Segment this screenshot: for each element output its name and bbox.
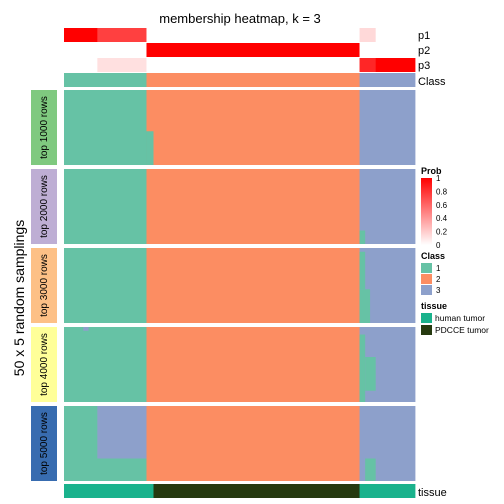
prob-cell-p1	[64, 28, 98, 42]
panel-label-block	[31, 90, 57, 165]
panel-cell	[64, 248, 147, 323]
class-row: Class	[64, 73, 446, 88]
panel-cell	[64, 169, 147, 244]
legend-tissue-swatch	[421, 325, 432, 335]
tissue-cell	[359, 484, 416, 498]
panel-label: top 4000 rows	[39, 333, 50, 396]
class-cell	[146, 73, 360, 87]
panel-label: top 1000 rows	[39, 96, 50, 159]
legend-tissue-label: PDCCE tumor	[435, 325, 489, 335]
prob-cell-p1	[375, 28, 416, 42]
prob-cell-p3	[146, 58, 360, 72]
legend-prob-tick: 0.6	[436, 201, 448, 210]
class-cell	[359, 73, 416, 87]
row-label-p3: p3	[418, 60, 430, 72]
prob-cell-p3	[359, 58, 377, 72]
panel-patch	[83, 327, 89, 331]
row-label-class: Class	[418, 76, 446, 88]
row-label-p2: p2	[418, 45, 430, 57]
class-cell	[64, 73, 147, 87]
panel-separator	[64, 244, 415, 248]
panel-patch	[365, 458, 376, 481]
panel-cell	[146, 406, 360, 481]
panel-patch	[146, 131, 154, 165]
legend-class-label: 2	[436, 275, 441, 284]
panel-label-block	[31, 169, 57, 244]
panel-patch	[359, 251, 366, 290]
prob-cell-p1	[359, 28, 377, 42]
legend-prob-tick: 0	[436, 241, 441, 250]
panel-patch	[359, 230, 366, 244]
legend-class-label: 3	[436, 286, 441, 295]
prob-cell-p1	[97, 28, 147, 42]
panel-patch	[365, 357, 376, 391]
panel-separator	[64, 481, 415, 485]
panel-cell	[146, 327, 360, 402]
panel-1: top 1000 rows	[31, 90, 416, 169]
panel-cell	[146, 248, 360, 323]
panel-label-block	[31, 406, 57, 481]
probability-rows: p1 p2 p3	[64, 28, 430, 72]
legend-prob-title: Prob	[421, 166, 442, 176]
panel-cell	[64, 90, 147, 165]
panel-label: top 5000 rows	[39, 412, 50, 475]
panel-3: top 3000 rows	[31, 248, 416, 327]
panel-patch	[359, 334, 366, 402]
chart-title: membership heatmap, k = 3	[159, 11, 321, 26]
legend-class-label: 1	[436, 264, 441, 273]
panel-patch	[359, 289, 371, 323]
legend-prob-colorbar	[421, 178, 432, 245]
panel-5: top 5000 rows	[31, 406, 416, 485]
panel-separator	[64, 165, 415, 169]
legend-prob-tick: 1	[436, 174, 441, 183]
legend-class-swatch	[421, 274, 432, 284]
legend-prob-tick: 0.8	[436, 187, 448, 196]
legend-tissue-swatch	[421, 313, 432, 323]
legend-class-swatch	[421, 263, 432, 273]
prob-cell-p1	[146, 28, 360, 42]
panel-cell	[359, 169, 416, 244]
panel-label-block	[31, 327, 57, 402]
panel-cell	[146, 169, 360, 244]
row-label-p1: p1	[418, 30, 430, 42]
tissue-row: tissue	[64, 484, 447, 499]
legend-class-swatch	[421, 285, 432, 295]
y-axis-label: 50 x 5 random samplings	[11, 220, 27, 376]
panel-cell	[146, 90, 360, 165]
legend-prob-tick: 0.2	[436, 228, 448, 237]
panel-4: top 4000 rows	[31, 327, 416, 406]
panel-label: top 3000 rows	[39, 254, 50, 317]
prob-cell-p3	[375, 58, 416, 72]
prob-cell-p2	[359, 43, 416, 57]
panel-cell	[359, 90, 416, 165]
panel-cell	[64, 327, 147, 402]
prob-cell-p2	[64, 43, 147, 57]
tissue-cell	[153, 484, 360, 498]
prob-cell-p2	[146, 43, 360, 57]
legend-prob-tick: 0.4	[436, 214, 448, 223]
panel-patch	[97, 406, 147, 459]
prob-cell-p3	[97, 58, 147, 72]
panel-2: top 2000 rows	[31, 169, 416, 248]
sampling-panels: top 1000 rows top 2000 rows top 3000 rows t…	[31, 90, 416, 485]
panel-separator	[64, 402, 415, 406]
tissue-cell	[64, 484, 154, 498]
panel-separator	[64, 323, 415, 327]
legend-class-title: Class	[421, 251, 445, 261]
panel-label: top 2000 rows	[39, 175, 50, 238]
prob-cell-p3	[64, 58, 98, 72]
legend-tissue-label: human tumor	[435, 313, 485, 323]
legend-tissue-title: tissue	[421, 301, 447, 311]
panel-label-block	[31, 248, 57, 323]
row-label-tissue: tissue	[418, 487, 447, 499]
